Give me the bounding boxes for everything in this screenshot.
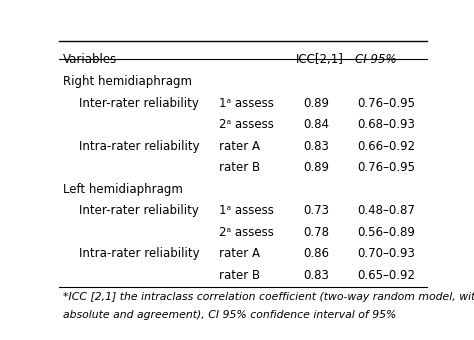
Text: absolute and agreement), CI 95% confidence interval of 95%: absolute and agreement), CI 95% confiden… xyxy=(63,310,396,321)
Text: 0.73: 0.73 xyxy=(303,204,329,217)
Text: 1ᵃ assess: 1ᵃ assess xyxy=(219,97,274,110)
Text: 0.86: 0.86 xyxy=(303,247,329,260)
Text: 0.48–0.87: 0.48–0.87 xyxy=(357,204,415,217)
Text: rater A: rater A xyxy=(219,140,260,153)
Text: Inter-rater reliability: Inter-rater reliability xyxy=(80,204,200,217)
Text: 0.83: 0.83 xyxy=(303,269,329,282)
Text: 0.66–0.92: 0.66–0.92 xyxy=(357,140,415,153)
Text: 2ᵃ assess: 2ᵃ assess xyxy=(219,226,274,239)
Text: ICC[2,1]: ICC[2,1] xyxy=(296,53,344,66)
Text: rater A: rater A xyxy=(219,247,260,260)
Text: rater B: rater B xyxy=(219,161,260,174)
Text: Left hemidiaphragm: Left hemidiaphragm xyxy=(63,183,183,196)
Text: Right hemidiaphragm: Right hemidiaphragm xyxy=(63,75,192,88)
Text: 0.76–0.95: 0.76–0.95 xyxy=(357,97,415,110)
Text: 0.89: 0.89 xyxy=(303,161,329,174)
Text: rater B: rater B xyxy=(219,269,260,282)
Text: 0.76–0.95: 0.76–0.95 xyxy=(357,161,415,174)
Text: Inter-rater reliability: Inter-rater reliability xyxy=(80,97,200,110)
Text: Intra-rater reliability: Intra-rater reliability xyxy=(80,140,200,153)
Text: Variables: Variables xyxy=(63,53,117,66)
Text: 0.84: 0.84 xyxy=(303,118,329,131)
Text: Intra-rater reliability: Intra-rater reliability xyxy=(80,247,200,260)
Text: 0.83: 0.83 xyxy=(303,140,329,153)
Text: 0.65–0.92: 0.65–0.92 xyxy=(357,269,415,282)
Text: 2ᵃ assess: 2ᵃ assess xyxy=(219,118,274,131)
Text: 0.89: 0.89 xyxy=(303,97,329,110)
Text: CI 95%: CI 95% xyxy=(355,53,397,66)
Text: 0.78: 0.78 xyxy=(303,226,329,239)
Text: *ICC [2,1] the intraclass correlation coefficient (two-way random model, with: *ICC [2,1] the intraclass correlation co… xyxy=(63,292,474,302)
Text: 0.70–0.93: 0.70–0.93 xyxy=(357,247,415,260)
Text: 0.56–0.89: 0.56–0.89 xyxy=(357,226,415,239)
Text: 0.68–0.93: 0.68–0.93 xyxy=(357,118,415,131)
Text: 1ᵃ assess: 1ᵃ assess xyxy=(219,204,274,217)
